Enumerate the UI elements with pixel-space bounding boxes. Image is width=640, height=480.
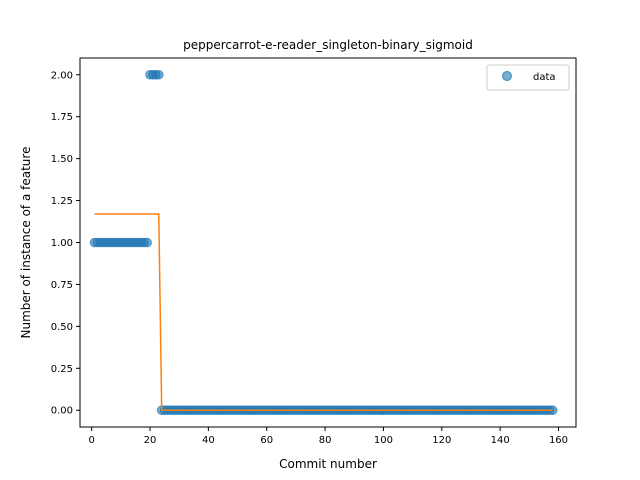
x-axis-label: Commit number	[279, 457, 377, 471]
y-tick-label: 0.25	[51, 364, 73, 375]
x-tick-label: 40	[202, 435, 215, 446]
x-tick-label: 120	[432, 435, 451, 446]
x-tick-label: 100	[374, 435, 393, 446]
legend: data	[486, 64, 570, 91]
plot-area	[89, 69, 558, 416]
data-point	[142, 237, 152, 248]
x-tick-label: 160	[549, 435, 568, 446]
y-axis-label: Number of instance of a feature	[19, 147, 33, 339]
y-tick-label: 2.00	[51, 70, 73, 81]
x-tick-label: 20	[144, 435, 157, 446]
x-tick-label: 60	[260, 435, 273, 446]
legend-marker-data	[502, 71, 512, 81]
x-tick-label: 140	[491, 435, 510, 446]
y-tick-label: 0.50	[51, 322, 73, 333]
y-tick-label: 0.00	[51, 406, 73, 417]
y-tick-label: 1.50	[51, 154, 73, 165]
legend-label-data: data	[533, 72, 556, 83]
axis-ticks: 0 20 40 60 80 100 120 140 160 0.00 0.25 0.50 0.75 1.0…	[51, 70, 568, 446]
x-tick-label: 0	[88, 435, 94, 446]
y-tick-label: 1.25	[51, 196, 73, 207]
y-tick-label: 0.75	[51, 280, 73, 291]
data-point	[153, 69, 164, 80]
x-tick-label: 80	[319, 435, 332, 446]
legend-box	[486, 64, 570, 91]
chart-title: peppercarrot-e-reader_singleton-binary_s…	[183, 38, 473, 52]
y-tick-label: 1.75	[51, 112, 73, 123]
fit-line	[94, 213, 553, 411]
y-tick-label: 1.00	[51, 238, 73, 249]
